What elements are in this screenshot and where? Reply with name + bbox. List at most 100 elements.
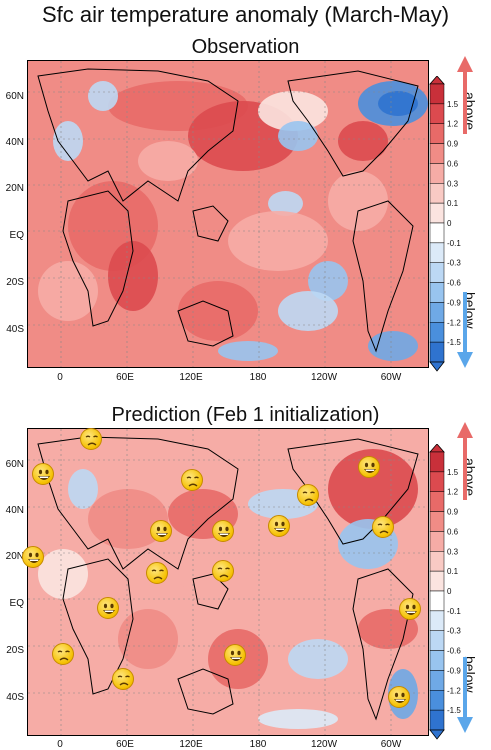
colorbar-swatch [429, 262, 445, 283]
sad-face-icon [112, 668, 134, 690]
sad-face-icon [80, 428, 102, 450]
colorbar-swatch [429, 143, 445, 164]
coastline [37, 436, 239, 570]
colorbar-swatch [429, 103, 445, 124]
anomaly-region [118, 609, 178, 669]
sad-face-icon [52, 643, 74, 665]
happy-face-icon [399, 598, 421, 620]
lon-label: 0 [57, 372, 63, 383]
anomaly-region [258, 709, 338, 729]
colorbar-tick-label: -1.5 [447, 338, 461, 347]
lat-label: 40N [5, 137, 24, 148]
colorbar-tick-label: -1.2 [447, 686, 461, 695]
colorbar-swatch [429, 670, 445, 691]
lat-label: 40N [5, 505, 24, 516]
colorbar-tick-label: -0.1 [447, 239, 461, 248]
colorbar-swatch [429, 590, 445, 612]
above-arrow-icon [457, 56, 473, 134]
coastline [192, 205, 229, 242]
colorbar-tick-label: -0.3 [447, 627, 461, 636]
colorbar-tick-label: 0.9 [447, 508, 459, 517]
colorbar-tick-label: 1.5 [447, 100, 459, 109]
coastline [37, 68, 239, 202]
anomaly-region [328, 449, 418, 529]
colorbar-tick-label: 1.5 [447, 468, 459, 477]
colorbar-bottom-triangle [429, 361, 445, 372]
lon-label: 0 [57, 739, 63, 750]
lon-label: 180 [249, 372, 267, 383]
happy-face-icon [150, 520, 172, 542]
happy-face-icon [268, 515, 290, 537]
anomaly-region [258, 91, 328, 131]
lon-label: 120E [179, 372, 203, 383]
colorbar-tick-label: 0 [447, 219, 452, 228]
coastline [192, 573, 229, 610]
lon-label: 60E [116, 372, 134, 383]
observation-map [27, 60, 429, 368]
colorbar-tick-label: 0 [447, 587, 452, 596]
anomaly-region [288, 639, 348, 679]
lat-label: 20N [5, 551, 24, 562]
colorbar-tick-label: -0.1 [447, 607, 461, 616]
anomaly-region [328, 171, 388, 231]
colorbar-swatch [429, 709, 445, 731]
colorbar-tick-label: 0.6 [447, 159, 459, 168]
colorbar-swatch [429, 322, 445, 343]
colorbar-prediction: 1.5 1.2 0.9 0.6 0.3 0.1 0 -0.1 -0.3 -0.6 -0.9 -1.2 -… [428, 443, 488, 740]
coastline [287, 70, 419, 177]
colorbar-tick-label: 0.1 [447, 567, 459, 576]
colorbar-tick-label: 0.9 [447, 140, 459, 149]
anomaly-region [108, 241, 158, 311]
colorbar-swatch [429, 511, 445, 532]
anomaly-region [278, 121, 318, 151]
happy-face-icon [22, 546, 44, 568]
colorbar-swatch [429, 183, 445, 204]
colorbar-top-triangle [429, 443, 445, 453]
lon-label: 120W [310, 739, 338, 750]
colorbar-tick-label: 0.6 [447, 527, 459, 536]
lat-label: 40S [6, 692, 24, 703]
figure-title: Sfc air temperature anomaly (March-May) [41, 2, 450, 27]
above-arrow-icon [457, 422, 473, 500]
lon-label: 180 [249, 739, 267, 750]
prediction-map [27, 428, 429, 736]
lat-label: EQ [9, 598, 24, 609]
colorbar-tick-label: 1.2 [447, 120, 459, 129]
anomaly-region [38, 261, 98, 321]
coastline [177, 668, 234, 715]
colorbar-swatch [429, 202, 445, 224]
lat-label: 60N [5, 91, 24, 102]
colorbar-swatch [429, 551, 445, 572]
anomaly-region [268, 191, 303, 216]
lon-label: 120E [179, 739, 203, 750]
anomaly-region [138, 141, 198, 181]
anomaly-region [218, 341, 278, 361]
colorbar-swatch [429, 650, 445, 671]
colorbar-tick-label: 0.1 [447, 199, 459, 208]
colorbar-swatch [429, 123, 445, 144]
happy-face-icon [388, 686, 410, 708]
colorbar-top-triangle [429, 75, 445, 85]
anomaly-region [178, 281, 258, 341]
lat-label: 40S [6, 324, 24, 335]
anomaly-region [68, 469, 98, 509]
colorbar-swatch [429, 302, 445, 323]
anomaly-region [378, 91, 418, 116]
colorbar-tick-label: 0.3 [447, 179, 459, 188]
anomaly-region [368, 331, 418, 361]
colorbar-swatch [429, 282, 445, 303]
colorbar-tick-label: -0.9 [447, 666, 461, 675]
colorbar-tick-label: 0.3 [447, 547, 459, 556]
lon-label: 60E [116, 739, 134, 750]
happy-face-icon [97, 597, 119, 619]
lat-label: 20N [5, 183, 24, 194]
colorbar-tick-label: -1.2 [447, 318, 461, 327]
colorbar-swatch [429, 222, 445, 244]
anomaly-region [38, 549, 88, 599]
happy-face-icon [358, 456, 380, 478]
colorbar-swatch [429, 83, 445, 105]
lon-label: 60W [380, 372, 402, 383]
colorbar-swatch [429, 242, 445, 263]
anomaly-region [278, 291, 338, 331]
sad-face-icon [372, 516, 394, 538]
